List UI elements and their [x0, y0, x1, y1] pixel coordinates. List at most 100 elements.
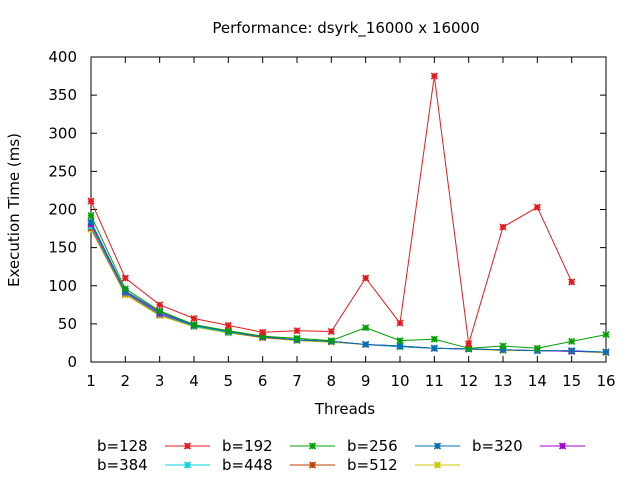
- legend-label: b=192: [222, 437, 273, 455]
- marker-shape: [308, 461, 317, 469]
- data-point: [156, 301, 164, 309]
- marker-shape: [87, 218, 95, 226]
- legend-label: b=384: [97, 456, 148, 474]
- data-point: [430, 72, 438, 80]
- marker-shape: [430, 72, 438, 80]
- legend-label: b=512: [347, 456, 398, 474]
- series-line: [90, 221, 607, 353]
- x-tick-label: 6: [258, 372, 268, 390]
- marker-shape: [156, 307, 164, 315]
- marker-shape: [602, 330, 610, 339]
- marker-shape: [190, 321, 198, 329]
- marker-shape: [568, 346, 576, 355]
- data-point: [430, 335, 438, 343]
- data-point: [602, 330, 610, 339]
- marker-shape: [156, 301, 164, 309]
- series-b=448: [87, 224, 610, 356]
- x-tick-label: 10: [390, 372, 409, 390]
- data-point: [327, 327, 335, 336]
- marker-shape: [362, 340, 370, 349]
- marker-shape: [224, 327, 232, 335]
- marker-shape: [183, 461, 192, 469]
- series-b=192: [87, 212, 610, 352]
- marker-shape: [533, 203, 541, 211]
- data-point: [362, 324, 370, 332]
- legend-marker: [183, 442, 192, 450]
- legend-entry-b=128: b=128: [97, 437, 210, 455]
- plot-frame: [90, 56, 607, 363]
- marker-shape: [433, 461, 442, 469]
- series-b=128: [87, 72, 576, 348]
- legend-label: b=448: [222, 456, 273, 474]
- legend-label: b=256: [347, 437, 398, 455]
- y-tick-label: 400: [48, 48, 77, 66]
- legend-marker: [308, 442, 317, 450]
- data-point: [568, 278, 576, 286]
- y-tick-label: 200: [48, 201, 77, 219]
- data-point: [499, 342, 507, 350]
- legend-label: b=128: [97, 437, 148, 455]
- x-tick-label: 9: [361, 372, 371, 390]
- marker-shape: [327, 327, 335, 336]
- marker-shape: [327, 337, 335, 345]
- x-tick-label: 14: [528, 372, 547, 390]
- x-axis-label: Threads: [314, 400, 375, 418]
- marker-shape: [308, 442, 317, 450]
- data-point: [568, 337, 576, 345]
- data-point: [87, 212, 95, 220]
- marker-shape: [87, 212, 95, 220]
- x-tick-label: 3: [155, 372, 165, 390]
- y-tick-label: 350: [48, 86, 77, 104]
- data-point: [396, 342, 404, 350]
- marker-shape: [396, 337, 404, 345]
- marker-shape: [602, 348, 610, 356]
- marker-shape: [499, 342, 507, 350]
- marker-shape: [465, 340, 473, 348]
- marker-shape: [183, 442, 192, 450]
- data-point: [190, 321, 198, 329]
- chart-title: Performance: dsyrk_16000 x 16000: [212, 19, 479, 38]
- x-tick-label: 1: [86, 372, 96, 390]
- marker-shape: [362, 274, 370, 282]
- x-tick-label: 12: [459, 372, 478, 390]
- marker-shape: [433, 442, 442, 450]
- legend-entry-b=448: b=448: [222, 456, 335, 474]
- data-point: [121, 285, 129, 293]
- x-tick-label: 4: [189, 372, 199, 390]
- data-point: [430, 344, 438, 352]
- marker-shape: [499, 223, 507, 231]
- x-tick-label: 13: [493, 372, 512, 390]
- y-tick-label: 150: [48, 239, 77, 257]
- y-tick-label: 300: [48, 124, 77, 142]
- legend-entry-b=384: b=384: [97, 456, 210, 474]
- series-line: [90, 227, 607, 353]
- marker-shape: [499, 346, 507, 354]
- data-point: [362, 274, 370, 282]
- legend-marker: [433, 442, 442, 450]
- marker-shape: [465, 344, 473, 352]
- marker-shape: [568, 278, 576, 286]
- x-tick-label: 5: [224, 372, 234, 390]
- legend: b=128 b=192 b=256 b=320 b=384 b=448 b=512: [97, 437, 585, 474]
- marker-shape: [259, 328, 267, 336]
- legend-marker: [308, 461, 317, 469]
- marker-shape: [224, 321, 232, 329]
- y-tick-label: 100: [48, 277, 77, 295]
- series-line: [90, 76, 573, 344]
- marker-shape: [568, 337, 576, 345]
- data-point: [87, 218, 95, 226]
- x-tick-label: 15: [562, 372, 581, 390]
- legend-marker: [183, 461, 192, 469]
- data-point: [499, 223, 507, 231]
- data-point: [396, 319, 404, 327]
- data-point: [121, 274, 129, 282]
- series-line: [90, 223, 607, 353]
- y-tick-label: 50: [58, 315, 77, 333]
- data-point: [87, 197, 95, 205]
- marker-shape: [558, 442, 567, 450]
- legend-marker: [433, 461, 442, 469]
- data-point: [499, 346, 507, 354]
- legend-marker: [558, 442, 567, 450]
- data-point: [224, 327, 232, 335]
